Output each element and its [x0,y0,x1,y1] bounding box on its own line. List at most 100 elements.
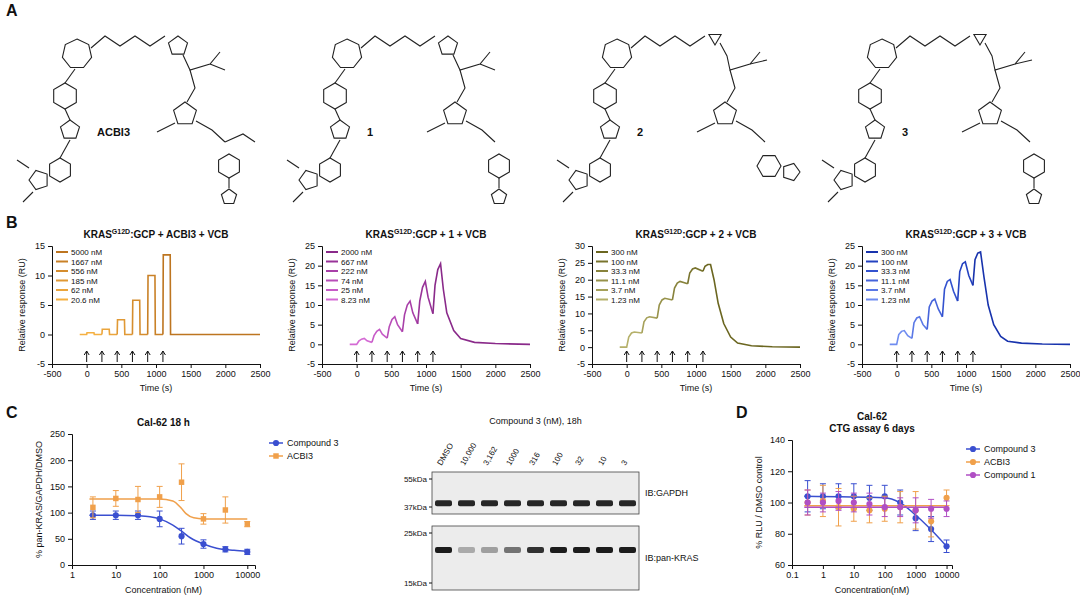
structure-bond [834,171,852,190]
data-point [223,507,228,512]
blot-band [573,547,590,553]
tick: -500 [583,364,601,379]
injection-arrow [655,351,660,362]
structure-bond [992,70,1000,102]
axis-title: Relative response (RU) [827,258,837,352]
tick-label: 120 [770,467,785,477]
legend-label: Compound 3 [287,438,339,448]
tick-label: 15 [845,281,855,291]
tick-mark [966,364,967,368]
blot-band [481,500,498,506]
tick: 5 [310,320,322,330]
legend-swatch [56,261,68,263]
compound-label: 2 [637,126,643,138]
tick-mark [48,246,52,247]
error-bar [200,540,206,548]
tick-mark [318,364,322,365]
legend-label: 33.3 nM [881,267,910,276]
error-bar [157,486,163,507]
tick-label: 0 [895,369,900,379]
tick-mark [203,565,204,569]
tick-mark [160,565,161,569]
tick-label: 10 [111,570,121,580]
tick: 2000 [1026,364,1046,379]
tick-label: 50 [55,534,65,544]
legend-swatch [866,251,878,253]
tick-label: 1 [821,570,826,580]
tick-mark [854,565,855,569]
tick-label: 500 [114,369,129,379]
tick-mark [858,364,862,365]
injection-arrow [369,351,374,362]
tick: 25 [845,241,862,251]
error-bar [851,493,857,512]
error-bar [897,492,903,523]
tick-mark [48,335,52,336]
legend-swatch [273,440,279,446]
tick-label: 25 [575,258,585,268]
structure-bond [174,102,197,124]
tick-label: 5 [580,326,585,336]
data-line [163,255,260,335]
error-bar [805,490,811,515]
marker-tick [429,533,432,534]
tick: 5 [580,326,592,336]
tick: 1500 [721,364,741,379]
marker-tick [429,479,432,480]
injection-arrow [670,351,675,362]
injection-arrow [415,351,420,362]
error-bar [135,486,141,512]
data-point [245,521,250,526]
y-axis: -50510152025 [845,241,863,369]
tick: 200 [50,456,72,466]
panel-letter: B [6,214,18,231]
axis-title: % pan-KRAS/GAPDH/DMSO [34,441,44,558]
structure-bond [855,158,876,182]
x-axis: -50005001000150020002500 [313,364,540,379]
legend-label: 3.7 nM [881,286,906,295]
tick-label: 1500 [181,369,201,379]
error-bar [113,511,119,519]
tick: 5 [850,320,862,330]
tick-label: 10 [35,271,45,281]
tick-mark [318,325,322,326]
legend-swatch [326,289,338,291]
data-line [927,299,942,329]
tick-label: -500 [313,369,331,379]
data-line [387,317,402,338]
legend-label: 2000 nM [341,248,372,257]
tick: 25 [305,241,322,251]
error-bar [90,497,96,518]
chart-panel: KRASG12D:GCP + ACBI3 + VCB-5000500100015… [17,228,271,393]
injection-arrow [639,351,644,362]
legend-label: Compound 1 [984,470,1036,480]
legend-swatch [596,251,608,253]
tick-mark [357,364,358,368]
tick: 150 [50,482,72,492]
data-point [913,507,919,513]
tick-label: 25 [845,241,855,251]
tick: 2000 [486,364,506,379]
tick-mark [765,364,766,368]
tick: 1000 [956,364,976,379]
structure-bond [287,160,299,168]
tick-mark [588,280,592,281]
error-bar [805,490,811,515]
marker-label: 25kDa [404,529,428,538]
structure-bond [866,120,885,138]
lane-label: 1000 [504,447,521,467]
structure-bond [757,156,781,177]
structure-bond [498,178,499,188]
tick: -500 [313,364,331,379]
structure-bond [324,83,347,109]
structure-bond [480,64,495,70]
data-point [928,506,934,512]
blot-band [504,547,521,553]
data-point [928,518,934,524]
axis-line [48,247,53,365]
blot-band [458,500,475,506]
tick-label: 2000 [216,369,236,379]
legend-label: 74 nM [341,277,364,286]
legend-label: 1.23 nM [881,296,910,305]
tick-mark [191,364,192,368]
